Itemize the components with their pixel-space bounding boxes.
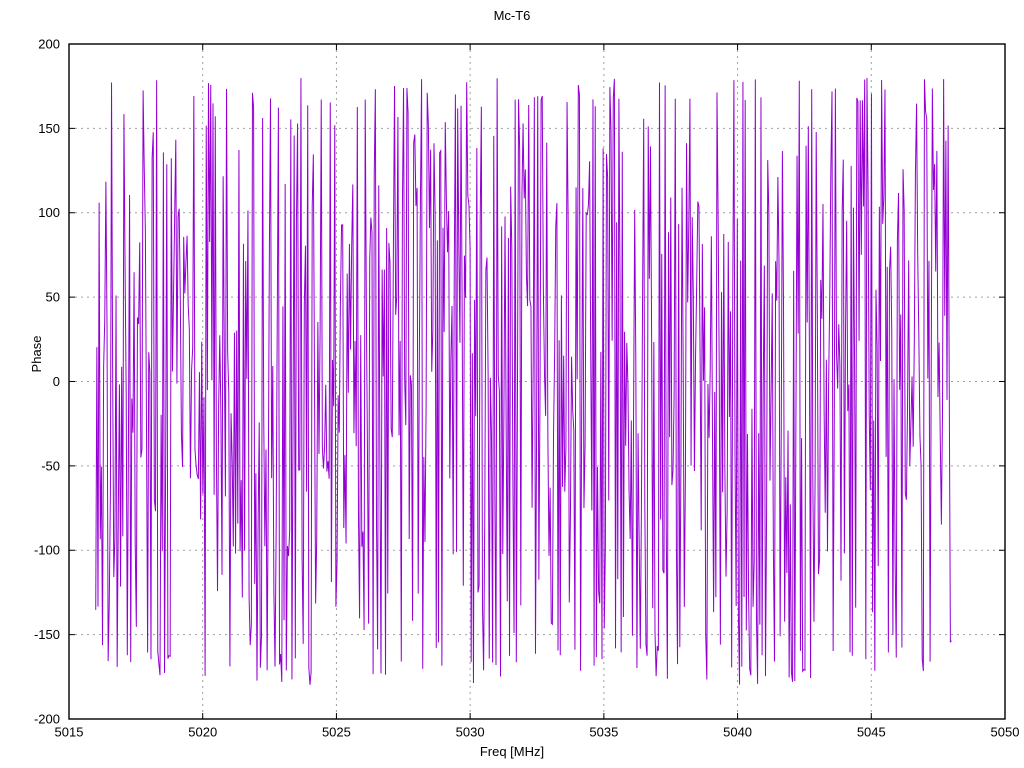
x-tick-label: 5020 [188, 725, 217, 740]
y-tick-label: -150 [34, 627, 60, 642]
y-tick-label: 100 [38, 205, 60, 220]
plot-border [68, 43, 1006, 720]
y-tick-label: -100 [34, 543, 60, 558]
x-tick-label: 5015 [55, 725, 84, 740]
page-title: Mc-T6 [493, 8, 531, 23]
y-tick-label: 200 [38, 36, 60, 51]
x-tick-label: 5040 [723, 725, 752, 740]
y-tick-label: 150 [38, 121, 60, 136]
x-tick-label: 5050 [991, 725, 1020, 740]
series-line-phase [95, 77, 952, 685]
y-tick-label: 50 [46, 290, 60, 305]
x-tick-label: 5045 [857, 725, 886, 740]
plot-frame [68, 43, 1006, 720]
y-tick-label: -200 [34, 711, 60, 726]
y-tick-label: 0 [53, 374, 60, 389]
x-tick-label: 5035 [589, 725, 618, 740]
x-axis-label: Freq [MHz] [479, 744, 545, 759]
x-tick-label: 5030 [456, 725, 485, 740]
tick-labels: 5015 5020 5025 5030 5035 5040 5045 5050 -200 -150… [34, 36, 1019, 739]
data-series [95, 77, 952, 685]
x-tick-label: 5025 [322, 725, 351, 740]
y-tick-label: -50 [41, 458, 60, 473]
